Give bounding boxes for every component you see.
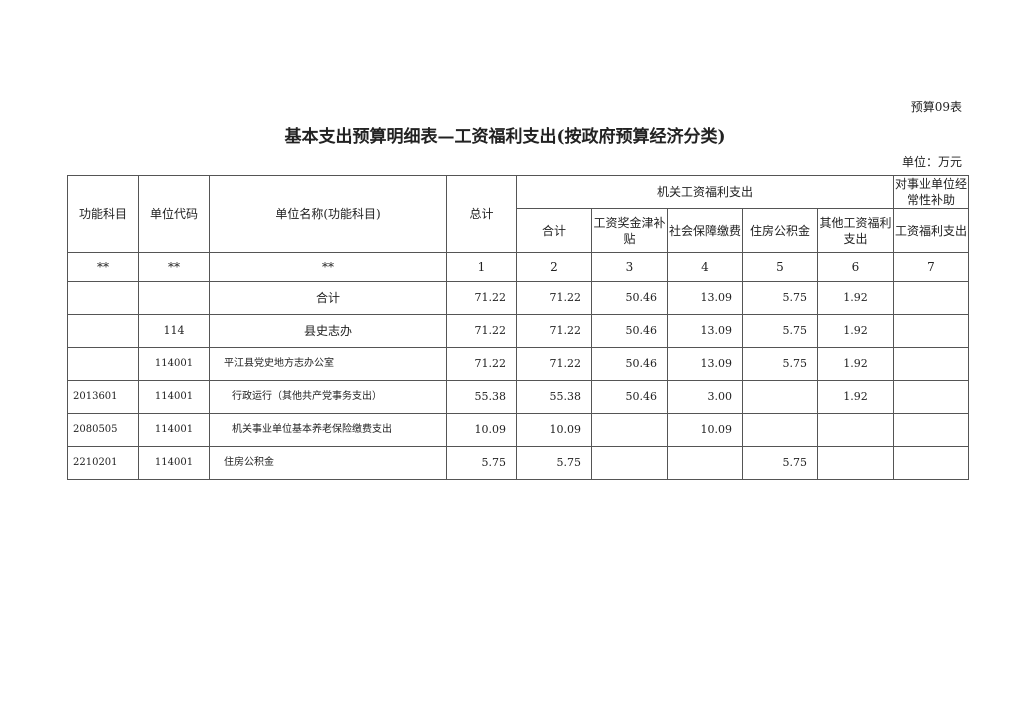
unit-label: 单位：万元 [901,155,962,169]
func-subject-cell [67,314,139,348]
index-cell: ** [67,252,139,282]
unit-name-cell: 住房公积金 [209,446,447,480]
subsidy-welfare-cell [893,281,969,315]
other-welfare-cell: 1.92 [817,314,894,348]
other-welfare-cell: 1.92 [817,281,894,315]
func-subject-cell [67,347,139,381]
housing-fund-cell [742,413,818,447]
index-cell: 6 [817,252,894,282]
table-row: 合计 71.22 71.22 50.46 13.09 5.75 1.92 [67,281,969,315]
social-security-cell [667,446,743,480]
unit-code-cell: 114001 [138,347,210,381]
wages-cell: 50.46 [591,347,668,381]
org-sum-cell: 71.22 [516,314,592,348]
social-security-cell: 3.00 [667,380,743,414]
housing-fund-cell: 5.75 [742,347,818,381]
total-cell: 71.22 [446,347,517,381]
header-unit-code: 单位代码 [138,175,210,253]
wages-cell: 50.46 [591,380,668,414]
wages-cell: 50.46 [591,281,668,315]
wages-cell: 50.46 [591,314,668,348]
subsidy-welfare-cell [893,347,969,381]
index-cell: 2 [516,252,592,282]
org-sum-cell: 10.09 [516,413,592,447]
org-sum-cell: 71.22 [516,281,592,315]
func-subject-cell: 2013601 [67,380,139,414]
budget-table: 功能科目 单位代码 单位名称(功能科目) 总计 机关工资福利支出 对事业单位经常… [67,175,969,480]
unit-code-cell: 114001 [138,446,210,480]
other-welfare-cell: 1.92 [817,347,894,381]
unit-name-cell: 平江县党史地方志办公室 [209,347,447,381]
social-security-cell: 13.09 [667,281,743,315]
housing-fund-cell: 5.75 [742,281,818,315]
other-welfare-cell [817,413,894,447]
index-cell: ** [138,252,210,282]
header-total: 总计 [446,175,517,253]
index-cell: 3 [591,252,668,282]
table-row: 114 县史志办 71.22 71.22 50.46 13.09 5.75 1.92 [67,314,969,348]
total-cell: 71.22 [446,281,517,315]
table-row: 2210201 114001 住房公积金 5.75 5.75 5.75 [67,446,969,480]
header-subsidy-group: 对事业单位经常性补助 [893,175,969,209]
table-row: 2080505 114001 机关事业单位基本养老保险缴费支出 10.09 10.09 1… [67,413,969,447]
org-sum-cell: 5.75 [516,446,592,480]
index-cell: 7 [893,252,969,282]
unit-name-cell: 机关事业单位基本养老保险缴费支出 [209,413,447,447]
social-security-cell: 10.09 [667,413,743,447]
header-org-sum: 合计 [516,208,592,253]
subsidy-welfare-cell [893,413,969,447]
index-cell: 1 [446,252,517,282]
form-number: 预算09表 [910,100,962,114]
wages-cell [591,413,668,447]
other-welfare-cell [817,446,894,480]
func-subject-cell: 2210201 [67,446,139,480]
header-housing-fund: 住房公积金 [742,208,818,253]
header-wages: 工资奖金津补贴 [591,208,668,253]
func-subject-cell: 2080505 [67,413,139,447]
social-security-cell: 13.09 [667,347,743,381]
header-org-group: 机关工资福利支出 [516,175,894,209]
total-cell: 5.75 [446,446,517,480]
org-sum-cell: 71.22 [516,347,592,381]
unit-name-cell: 合计 [209,281,447,315]
wages-cell [591,446,668,480]
header-unit-name: 单位名称(功能科目) [209,175,447,253]
index-cell: 4 [667,252,743,282]
unit-code-cell: 114 [138,314,210,348]
total-cell: 55.38 [446,380,517,414]
total-cell: 10.09 [446,413,517,447]
unit-name-cell: 县史志办 [209,314,447,348]
page-title: 基本支出预算明细表—工资福利支出(按政府预算经济分类) [284,127,726,147]
total-cell: 71.22 [446,314,517,348]
housing-fund-cell: 5.75 [742,314,818,348]
subsidy-welfare-cell [893,446,969,480]
header-other-welfare: 其他工资福利支出 [817,208,894,253]
unit-name-cell: 行政运行（其他共产党事务支出） [209,380,447,414]
other-welfare-cell: 1.92 [817,380,894,414]
org-sum-cell: 55.38 [516,380,592,414]
subsidy-welfare-cell [893,314,969,348]
unit-code-cell: 114001 [138,413,210,447]
unit-code-cell: 114001 [138,380,210,414]
header-social-security: 社会保障缴费 [667,208,743,253]
header-subsidy-welfare: 工资福利支出 [893,208,969,253]
index-cell: ** [209,252,447,282]
table-row: 2013601 114001 行政运行（其他共产党事务支出） 55.38 55.38 50… [67,380,969,414]
index-cell: 5 [742,252,818,282]
subsidy-welfare-cell [893,380,969,414]
unit-code-cell [138,281,210,315]
func-subject-cell [67,281,139,315]
social-security-cell: 13.09 [667,314,743,348]
housing-fund-cell [742,380,818,414]
housing-fund-cell: 5.75 [742,446,818,480]
index-row: ** ** ** 1 2 3 4 5 6 7 [67,252,969,282]
header-func-subject: 功能科目 [67,175,139,253]
table-row: 114001 平江县党史地方志办公室 71.22 71.22 50.46 13.09 5.7… [67,347,969,381]
